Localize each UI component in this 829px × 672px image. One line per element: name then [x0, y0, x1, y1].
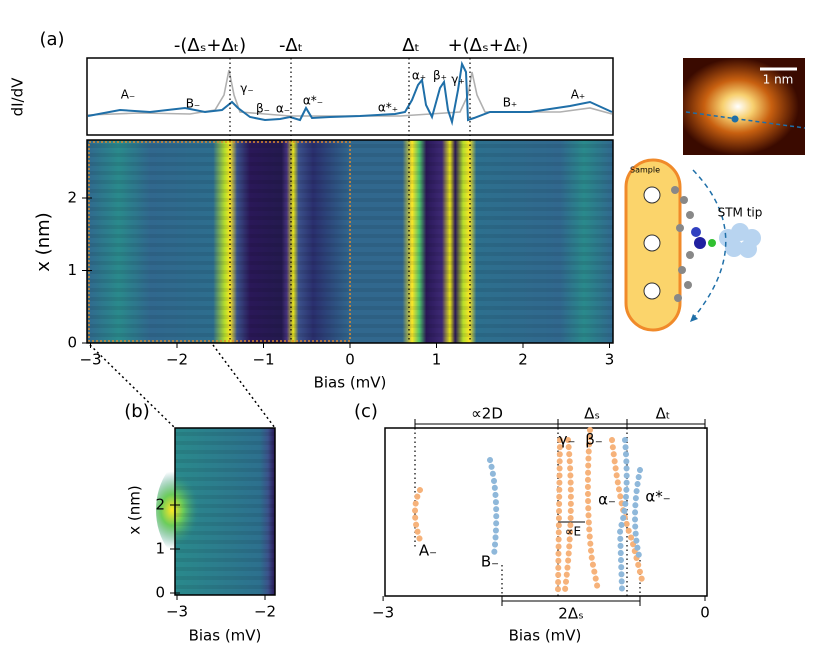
x-tick-label: 3: [605, 351, 615, 369]
peak-label: β₊: [433, 69, 447, 83]
panel-label: (c): [354, 401, 378, 422]
tip-path: [689, 169, 727, 323]
x-tick-label: −3: [166, 603, 188, 621]
bracket-label: ∝2D: [471, 405, 503, 423]
zoom-region: [88, 141, 351, 342]
bracket-label: Δₜ: [656, 405, 671, 423]
x-tick-label: −3: [372, 604, 394, 622]
track-label: α₋: [598, 491, 616, 509]
gap-annotation: Δₜ: [402, 35, 420, 56]
guide-lines: [414, 428, 641, 596]
peak-label: α*₊: [378, 101, 398, 115]
y-tick-label: 2: [67, 189, 77, 207]
tip-arrow: [690, 314, 698, 322]
y-tick-label: 0: [67, 334, 77, 352]
y-tick-label: 2: [155, 496, 165, 514]
line-cut: [685, 111, 806, 129]
x-tick-label: −3: [79, 351, 101, 369]
zoom-connectors: [89, 344, 276, 429]
track-label: B₋: [481, 553, 499, 571]
track-label: α*₋: [645, 488, 670, 506]
molecule: [671, 186, 716, 302]
gap-annotation: +(Δₛ+Δₜ): [448, 35, 529, 56]
peak-label: A₋: [121, 88, 136, 102]
track-label: ∝E: [565, 525, 581, 539]
panel-label: (b): [124, 401, 149, 422]
panel-label: (a): [39, 29, 64, 50]
spectrum-frame: [86, 57, 614, 136]
x-tick-label: 1: [432, 351, 442, 369]
peak-label: B₋: [186, 97, 201, 111]
schematic-frame: [384, 427, 708, 597]
y-tick-label: 1: [155, 540, 165, 558]
spins: [643, 186, 661, 300]
x-tick-label: 2: [518, 351, 528, 369]
tip-position: [731, 115, 739, 123]
peak-label: γ₊: [451, 73, 464, 87]
y-axis-label: x (nm): [126, 485, 144, 534]
sample-label: Sample: [630, 166, 660, 175]
track-label: A₋: [419, 542, 437, 560]
x-axis-label: Bias (mV): [189, 627, 262, 645]
tip-label: STM tip: [718, 206, 763, 220]
x-axis-label: Bias (mV): [314, 374, 387, 392]
brackets: [414, 419, 706, 606]
y-tick-label: 0: [155, 584, 165, 602]
track-label: β₋: [585, 431, 603, 449]
peak-label: B₊: [503, 96, 518, 110]
peak-label: α*₋: [303, 94, 323, 108]
scale-label: 1 nm: [763, 73, 794, 87]
zoom-frame: [174, 427, 276, 596]
stm-image: [683, 58, 805, 155]
peak-label: α₊: [412, 69, 426, 83]
bracket-label: Δₛ: [584, 405, 600, 423]
x-tick-label: −2: [254, 603, 276, 621]
spectrum: [87, 60, 613, 126]
x-tick-label: 0: [700, 604, 710, 622]
stm-tip: [719, 223, 761, 258]
y-axis-label: dI/dV: [9, 77, 27, 117]
peak-label: β₋: [256, 102, 270, 116]
x-tick-label: 0: [345, 351, 355, 369]
peak-tracks: [412, 427, 645, 593]
peak-label: α₋: [276, 102, 290, 116]
peak-label: γ₋: [240, 82, 253, 96]
y-axis-label: x (nm): [33, 212, 54, 271]
x-tick-label: −2: [166, 351, 188, 369]
gap-annotation: -Δₜ: [279, 35, 303, 56]
zoom-texture: [175, 428, 275, 595]
track-label: γ₋: [559, 431, 576, 449]
y-tick-label: 1: [67, 261, 77, 279]
gap-annotation: -(Δₛ+Δₜ): [174, 35, 246, 56]
x-tick-label: −1: [252, 351, 274, 369]
bracket-label: 2Δₛ: [558, 605, 583, 623]
x-axis-label: Bias (mV): [509, 627, 582, 645]
peak-label: A₊: [571, 88, 586, 102]
